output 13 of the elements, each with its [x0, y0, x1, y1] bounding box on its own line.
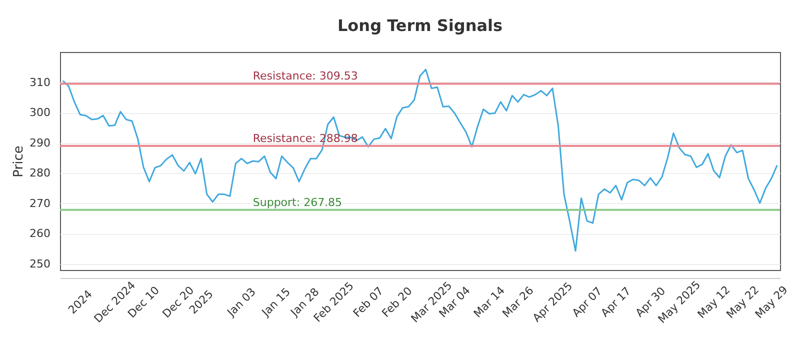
y-tick-label: 280	[30, 166, 50, 180]
y-tick-label: 290	[30, 136, 50, 150]
y-axis-title: Price	[12, 146, 27, 178]
y-tick-label: 310	[30, 76, 50, 89]
line-series	[62, 68, 778, 252]
y-tick-label: 250	[30, 257, 50, 270]
y-tick-label: 270	[30, 196, 50, 210]
y-tick-label: 260	[30, 227, 50, 240]
x-tick-label: Jan 03	[224, 285, 258, 320]
y-tick-label: 300	[30, 106, 50, 120]
ref-line-label: Resistance: 309.53	[252, 70, 358, 83]
chart-title: Long Term Signals	[337, 16, 503, 35]
ref-line-label: Support: 267.85	[252, 196, 342, 209]
